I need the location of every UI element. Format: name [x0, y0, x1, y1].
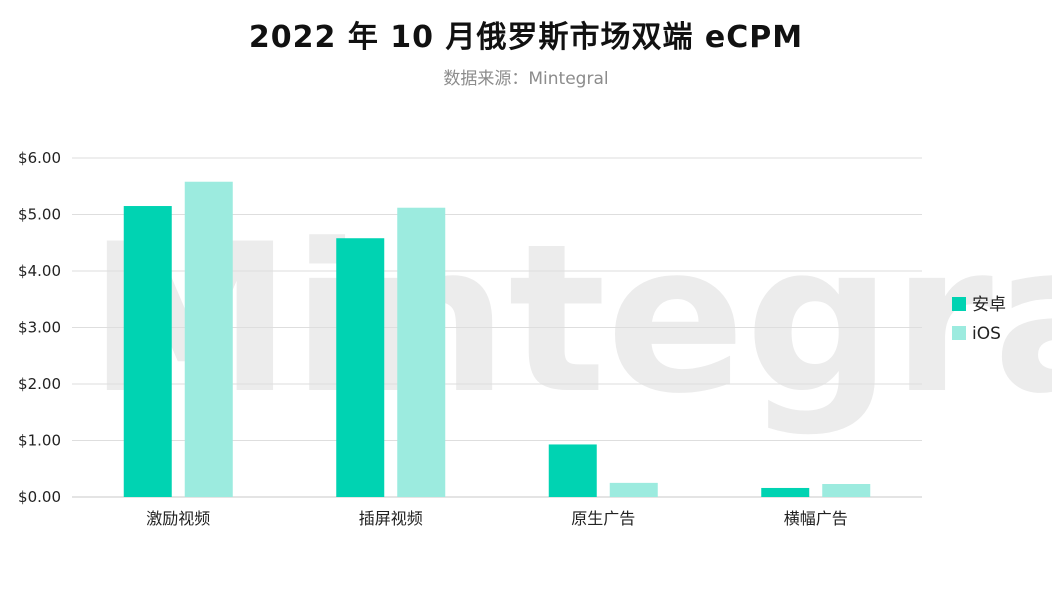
legend-swatch: [952, 326, 966, 340]
bar-ios: [609, 482, 658, 497]
y-tick-label: $3.00: [18, 319, 61, 337]
y-tick-label: $4.00: [18, 262, 61, 280]
bar-ios: [397, 207, 446, 497]
bar-ios: [184, 181, 233, 498]
x-category-label: 原生广告: [571, 509, 635, 528]
x-category-label: 插屏视频: [359, 509, 423, 528]
y-tick-label: $5.00: [18, 206, 61, 224]
y-tick-label: $1.00: [18, 432, 61, 450]
legend-label: 安卓: [972, 295, 1006, 315]
watermark-text: Mintegral: [88, 201, 1052, 439]
legend-label: iOS: [972, 324, 1001, 344]
legend: 安卓 iOS: [952, 295, 1006, 344]
y-tick-label: $6.00: [18, 149, 61, 167]
chart-subtitle: 数据来源：Mintegral: [443, 69, 609, 89]
chart-title: 2022 年 10 月俄罗斯市场双端 eCPM: [248, 20, 804, 55]
bar-android: [336, 238, 385, 498]
legend-swatch: [952, 297, 966, 311]
bar-android: [761, 487, 810, 497]
bar-android: [548, 444, 597, 497]
bars: [123, 181, 871, 498]
y-tick-label: $0.00: [18, 488, 61, 506]
x-axis: 激励视频 插屏视频 原生广告 横幅广告: [146, 509, 848, 528]
y-tick-label: $2.00: [18, 375, 61, 393]
bar-ios: [822, 484, 871, 497]
x-category-label: 横幅广告: [784, 509, 848, 528]
bar-android: [123, 206, 172, 497]
y-axis: $0.00 $1.00 $2.00 $3.00 $4.00 $5.00 $6.00: [18, 149, 61, 506]
x-category-label: 激励视频: [146, 509, 210, 528]
